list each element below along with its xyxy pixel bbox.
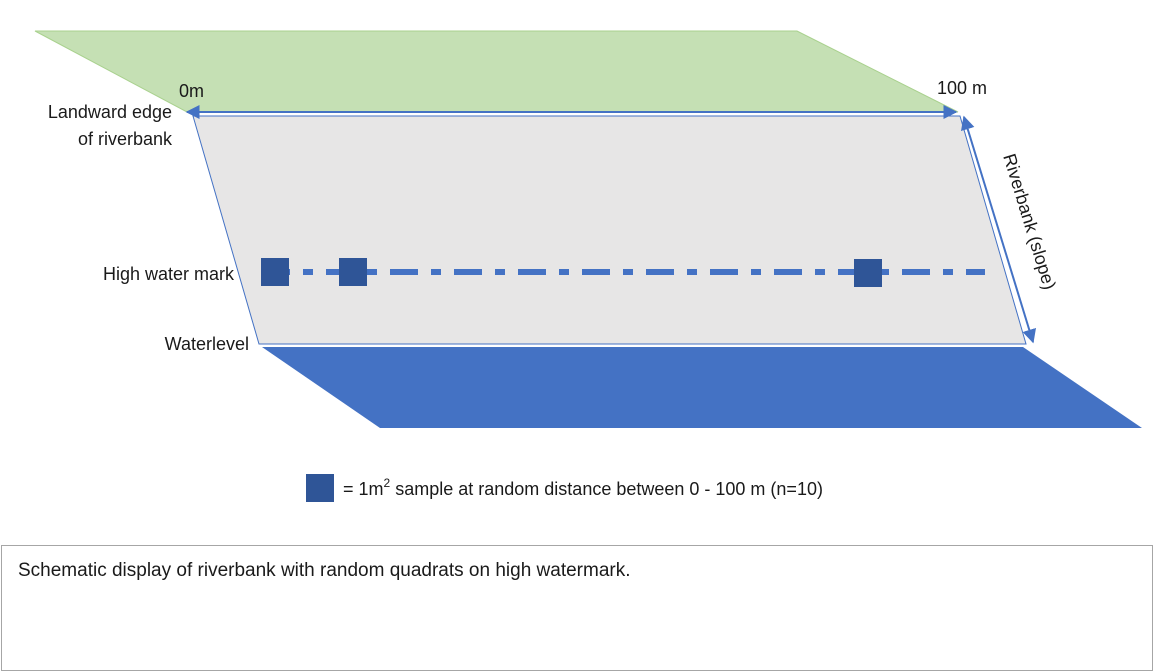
landward-edge-label-line1: Landward edge [48,102,172,122]
water-area [262,347,1142,428]
legend-suffix: sample at random distance between 0 - 10… [390,479,823,499]
legend-prefix: = 1m [343,479,384,499]
slope-label: Riverbank (slope) [999,151,1060,292]
legend-superscript: 2 [384,476,391,490]
land-area [34,30,959,113]
legend-quadrat-swatch [306,474,334,502]
quadrat-sample [261,258,289,286]
riverbank-diagram: 0m 100 m Landward edge of riverbank High… [34,30,1142,502]
end-label: 100 m [937,78,987,98]
high-water-mark-label: High water mark [103,264,235,284]
start-label: 0m [179,81,204,101]
riverbank-slope [192,115,1027,345]
quadrat-sample [339,258,367,286]
quadrat-sample [854,259,882,287]
waterlevel-label: Waterlevel [165,334,249,354]
slope-arrow [961,115,1036,344]
caption-box: Schematic display of riverbank with rand… [1,545,1153,671]
caption-text: Schematic display of riverbank with rand… [18,560,631,581]
landward-edge-label-line2: of riverbank [78,129,173,149]
legend-text: = 1m2 sample at random distance between … [343,476,823,499]
